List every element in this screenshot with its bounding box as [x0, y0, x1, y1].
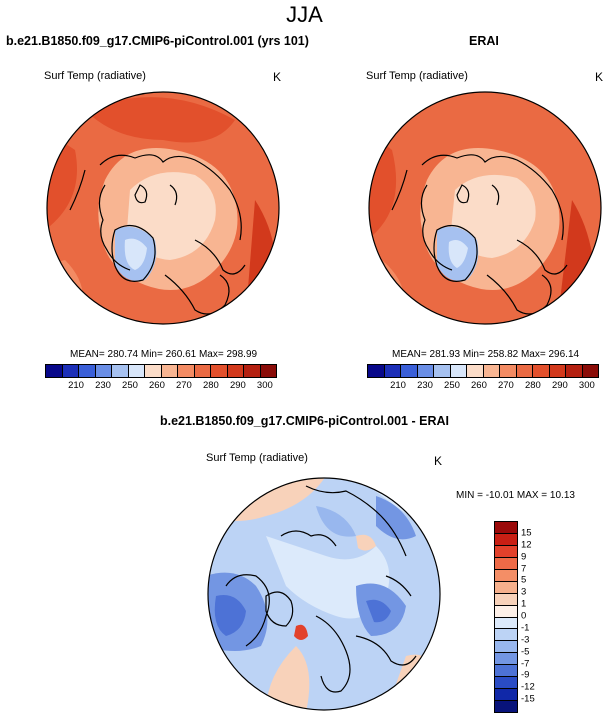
panel-1-colorbar-tick-label: 290	[229, 380, 246, 391]
panel-2-colorbar-tick-label: 270	[497, 380, 514, 391]
panel-1-colorbar-tick-label: 280	[202, 380, 219, 391]
panel-3-colorbar-swatch	[495, 641, 517, 654]
panel-3-colorbar-swatch	[495, 617, 517, 630]
panel-1-colorbar-swatch	[194, 365, 211, 377]
panel-1-colorbar-swatch	[211, 365, 228, 377]
panel-1-title: b.e21.B1850.f09_g17.CMIP6-piControl.001 …	[6, 34, 309, 48]
panel-3-colorbar-swatch	[495, 545, 517, 558]
panel-2-colorbar-swatch	[401, 365, 418, 377]
panel-1-units-label: K	[273, 70, 282, 84]
panel-3-colorbar-tick-label: -15	[521, 693, 535, 705]
panel-2-stats: MEAN= 281.93 Min= 258.82 Max= 296.14	[392, 349, 580, 360]
panel-3-colorbar-tick-label: -12	[521, 681, 535, 693]
panel-3-colorbar-swatch	[495, 677, 517, 690]
panel-3-colorbar-tick-label: 12	[521, 539, 532, 551]
panel-3-colorbar-tick-label: -5	[521, 646, 530, 658]
panel-1-colorbar-swatch	[178, 365, 195, 377]
panel-3-colorbar-swatch	[495, 557, 517, 570]
panel-2-colorbar-tick-label: 210	[390, 380, 406, 391]
panel-3-colorbar-ticks: 15 12 9 7 5 3 1 0 -1 -3 -5 -7 -9 -12 -15	[521, 521, 551, 711]
panel-3-colorbar-tick-label: 5	[521, 574, 527, 586]
panel-2-colorbar-tick-label: 260	[471, 380, 487, 391]
panel-1-colorbar-tick-label: 270	[175, 380, 192, 391]
panel-3-colorbar	[494, 521, 518, 713]
panel-3-colorbar-swatch	[495, 689, 517, 702]
panel-1-colorbar-swatch	[244, 365, 261, 377]
panel-3-variable-label: Surf Temp (radiative)	[206, 452, 308, 464]
page-title: JJA	[286, 2, 323, 27]
panel-2-colorbar-swatch	[500, 365, 517, 377]
panel-3-colorbar-tick-label: 1	[521, 598, 527, 610]
panel-1-colorbar-swatch	[95, 365, 112, 377]
panel-1-colorbar-swatch	[62, 365, 79, 377]
panel-3-colorbar-swatch	[495, 629, 517, 642]
panel-3-colorbar-tick-label: -3	[521, 634, 530, 646]
panel-2-colorbar-swatch	[582, 365, 598, 377]
panel-2-colorbar-swatch	[417, 365, 434, 377]
panel-3-colorbar-tick-label: 3	[521, 586, 527, 598]
panel-1-colorbar-swatch	[46, 365, 63, 377]
panel-2-colorbar-swatch	[533, 365, 550, 377]
panel-2-colorbar-swatch	[434, 365, 451, 377]
panel-3-colorbar-swatch	[495, 701, 517, 712]
panel-3-colorbar-tick-label: 0	[521, 610, 527, 622]
panel-3-colorbar-tick-label: -7	[521, 658, 530, 669]
panel-2-colorbar-swatch	[516, 365, 533, 377]
panel-1-polar-map	[46, 91, 280, 325]
panel-1-colorbar-tick-label: 260	[149, 380, 165, 391]
panel-2-colorbar-swatch	[467, 365, 484, 377]
panel-2-colorbar-swatch	[549, 365, 566, 377]
panel-2-title: ERAI	[469, 34, 499, 48]
panel-3-colorbar-swatch	[495, 533, 517, 546]
panel-3-colorbar-swatch	[495, 522, 517, 534]
panel-2-colorbar-tick-label: 230	[417, 380, 433, 391]
panel-3-title: b.e21.B1850.f09_g17.CMIP6-piControl.001 …	[160, 414, 449, 428]
panel-2-colorbar-tick-label: 290	[551, 380, 568, 391]
panel-1-colorbar-tick-label: 210	[68, 380, 84, 391]
panel-1-variable-label: Surf Temp (radiative)	[44, 70, 146, 82]
panel-1-stats: MEAN= 280.74 Min= 260.61 Max= 298.99	[70, 349, 258, 360]
panel-3-colorbar-swatch	[495, 653, 517, 666]
panel-2-colorbar-swatch	[368, 365, 385, 377]
panel-3-colorbar-swatch	[495, 569, 517, 582]
panel-2-colorbar-tick-label: 300	[578, 380, 595, 391]
panel-2-units-label: K	[595, 70, 604, 84]
panel-2-colorbar-swatch	[566, 365, 583, 377]
panel-3-colorbar-swatch	[495, 593, 517, 606]
panel-3-stats: MIN = -10.01 MAX = 10.13	[456, 490, 575, 501]
panel-1-colorbar-tick-label: 250	[122, 380, 138, 391]
panel-1-colorbar-tick-label: 300	[256, 380, 273, 391]
panel-1-colorbar-swatch	[227, 365, 244, 377]
panel-2-colorbar-tick-label: 250	[444, 380, 460, 391]
panel-1-colorbar-swatch	[145, 365, 162, 377]
panel-2-colorbar-swatch	[384, 365, 401, 377]
panel-2-colorbar-swatch	[483, 365, 500, 377]
panel-3-units-label: K	[434, 454, 443, 468]
panel-2-colorbar-swatch	[450, 365, 467, 377]
panel-3-colorbar-swatch	[495, 605, 517, 618]
panel-3-colorbar-tick-label: -1	[521, 622, 530, 634]
panel-2-colorbar-ticks: 210 230 250 260 270 280 290 300	[367, 380, 599, 392]
panel-1-colorbar-swatch	[260, 365, 276, 377]
panel-1-colorbar-ticks: 210 230 250 260 270 280 290 300	[45, 380, 277, 392]
panel-3-colorbar-tick-label: 7	[521, 563, 527, 574]
panel-1-colorbar-swatch	[161, 365, 178, 377]
panel-1-colorbar-swatch	[79, 365, 96, 377]
panel-2-colorbar	[367, 364, 599, 378]
panel-3-colorbar-tick-label: 9	[521, 551, 527, 563]
panel-3-colorbar-swatch	[495, 581, 517, 594]
panel-3-colorbar-tick-label: -9	[521, 669, 530, 681]
panel-3-polar-map	[207, 477, 441, 711]
panel-2-variable-label: Surf Temp (radiative)	[366, 70, 468, 82]
panel-2-colorbar-tick-label: 280	[524, 380, 541, 391]
panel-1-colorbar-swatch	[112, 365, 129, 377]
panel-3-colorbar-swatch	[495, 665, 517, 678]
panel-1-colorbar-tick-label: 230	[95, 380, 111, 391]
panel-3-colorbar-tick-label: 15	[521, 527, 532, 539]
panel-2-polar-map	[368, 91, 602, 325]
panel-1-colorbar	[45, 364, 277, 378]
panel-1-colorbar-swatch	[128, 365, 145, 377]
